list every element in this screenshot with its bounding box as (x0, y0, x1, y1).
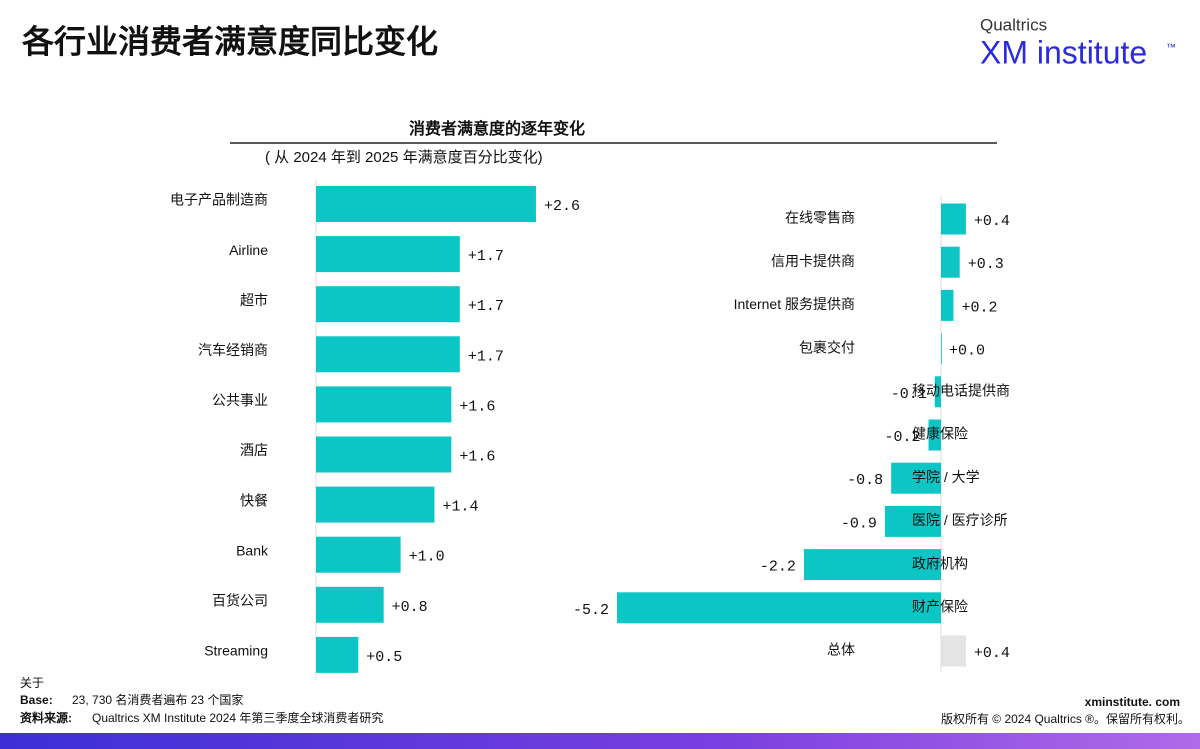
category-label: 电子产品制造商 (170, 192, 268, 208)
bar (941, 246, 960, 278)
bar (316, 486, 435, 523)
bar (928, 419, 941, 451)
logo-name: XM institute (980, 34, 1147, 70)
bar (316, 636, 359, 673)
value-label: +1.6 (459, 398, 495, 415)
value-label: -5.2 (573, 602, 609, 619)
category-label: Airline (229, 242, 268, 258)
copyright: 版权所有 © 2024 Qualtrics ®。保留所有权利。 (941, 712, 1190, 726)
value-label: +1.0 (409, 549, 445, 566)
value-label: -0.2 (885, 429, 921, 446)
value-label: -0.9 (841, 515, 877, 532)
source-text: Qualtrics XM Institute 2024 年第三季度全球消费者研究 (92, 711, 384, 725)
category-label: 学院 / 大学 (912, 469, 980, 485)
value-label: +0.3 (968, 256, 1004, 273)
source-label: 资料来源: (20, 711, 72, 725)
category-label: 总体 (827, 642, 855, 658)
value-label: -2.2 (760, 559, 796, 576)
bar (316, 386, 452, 423)
logo-mark: ™ (1166, 43, 1176, 54)
category-label: 在线零售商 (785, 210, 855, 226)
bar (941, 635, 966, 667)
category-label: 移动电话提供商 (912, 383, 1010, 399)
bar (941, 203, 966, 235)
logo-brand: Qualtrics (980, 15, 1047, 34)
category-label: 信用卡提供商 (771, 253, 855, 269)
category-label: 医院 / 医疗诊所 (912, 512, 1008, 528)
category-label: 汽车经销商 (198, 342, 268, 358)
value-label: +1.7 (468, 298, 504, 315)
chart-title: 消费者满意度的逐年变化 (409, 119, 585, 138)
category-label: 政府机构 (912, 555, 968, 571)
footer-band (0, 733, 1200, 749)
base-label: Base: (20, 693, 53, 707)
value-label: +1.6 (459, 448, 495, 465)
value-label: +1.7 (468, 348, 504, 365)
base-text: 23, 730 名消费者遍布 23 个国家 (72, 693, 244, 707)
value-label: +1.4 (442, 499, 478, 516)
bar (316, 586, 384, 623)
value-label: +0.5 (366, 649, 402, 666)
value-label: +0.2 (961, 299, 997, 316)
bar (941, 333, 942, 365)
value-label: +2.6 (544, 198, 580, 215)
bar (803, 549, 941, 581)
category-label: 快餐 (240, 492, 268, 508)
category-label: Streaming (204, 643, 268, 659)
value-label: +0.8 (392, 599, 428, 616)
bar (941, 289, 954, 321)
about: 关于 (20, 676, 45, 690)
page-title: 各行业消费者满意度同比变化 (22, 23, 438, 59)
category-label: Bank (236, 542, 269, 558)
category-label: 百货公司 (212, 593, 268, 609)
site: xminstitute. com (1085, 695, 1180, 709)
category-label: 健康保险 (912, 426, 968, 442)
category-label: 财产保险 (912, 599, 968, 615)
value-label: +0.4 (974, 645, 1010, 662)
bar (316, 336, 460, 373)
category-label: 酒店 (240, 442, 268, 458)
bar (617, 592, 941, 624)
bar (884, 505, 941, 537)
value-label: +0.0 (949, 343, 985, 360)
bar (934, 376, 941, 408)
category-label: 包裹交付 (799, 339, 855, 355)
value-label: -0.1 (891, 386, 927, 403)
value-label: +1.7 (468, 248, 504, 265)
value-label: -0.8 (847, 472, 883, 489)
chart-subtitle: ( 从 2024 年到 2025 年满意度百分比变化) (265, 148, 543, 166)
value-label: +0.4 (974, 213, 1010, 230)
bar (316, 536, 401, 573)
bar (316, 436, 452, 473)
bar (316, 236, 460, 273)
bar (891, 462, 941, 494)
bar (316, 286, 460, 323)
category-label: 公共事业 (212, 392, 268, 408)
category-label: 超市 (240, 292, 268, 308)
category-label: Internet 服务提供商 (734, 296, 855, 312)
bar (316, 186, 536, 222)
